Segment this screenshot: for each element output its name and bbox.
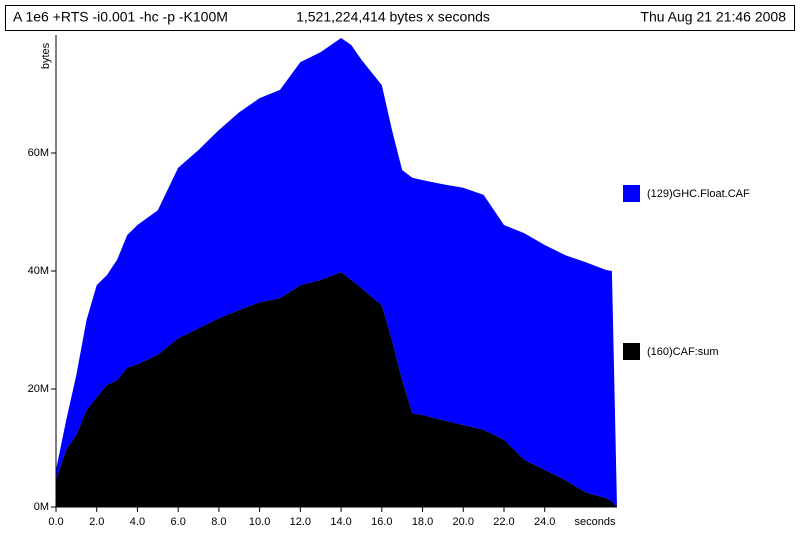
legend-label: (160)CAF:sum (647, 346, 719, 358)
x-tick-label: 22.0 (493, 516, 514, 528)
y-axis-label: bytes (40, 42, 52, 69)
x-tick-label: 12.0 (290, 516, 311, 528)
legend-swatch (623, 343, 640, 360)
x-tick-label: 6.0 (171, 516, 186, 528)
header-program: A 1e6 +RTS -i0.001 -hc -p -K100M (13, 9, 228, 25)
x-tick-label: 20.0 (453, 516, 474, 528)
x-tick-label: 8.0 (211, 516, 226, 528)
x-tick-label: 10.0 (249, 516, 270, 528)
y-tick-label: 60M (28, 147, 49, 159)
y-tick-label: 20M (28, 383, 49, 395)
area (56, 37, 617, 507)
x-tick-label: 0.0 (48, 516, 63, 528)
x-axis-label: seconds (575, 516, 616, 528)
x-tick-label: 18.0 (412, 516, 433, 528)
x-tick-label: 4.0 (130, 516, 145, 528)
y-tick-label: 40M (28, 265, 49, 277)
legend-swatch (623, 185, 640, 202)
x-tick-label: 24.0 (534, 516, 555, 528)
header-total: 1,521,224,414 bytes x seconds (296, 9, 490, 25)
header-date: Thu Aug 21 21:46 2008 (640, 9, 786, 25)
y-tick-label: 0M (34, 501, 49, 513)
x-tick-label: 16.0 (371, 516, 392, 528)
legend-label: (129)GHC.Float.CAF (647, 188, 750, 200)
x-tick-label: 14.0 (330, 516, 351, 528)
x-tick-label: 2.0 (89, 516, 104, 528)
header-box (5, 5, 795, 31)
area (56, 272, 617, 507)
